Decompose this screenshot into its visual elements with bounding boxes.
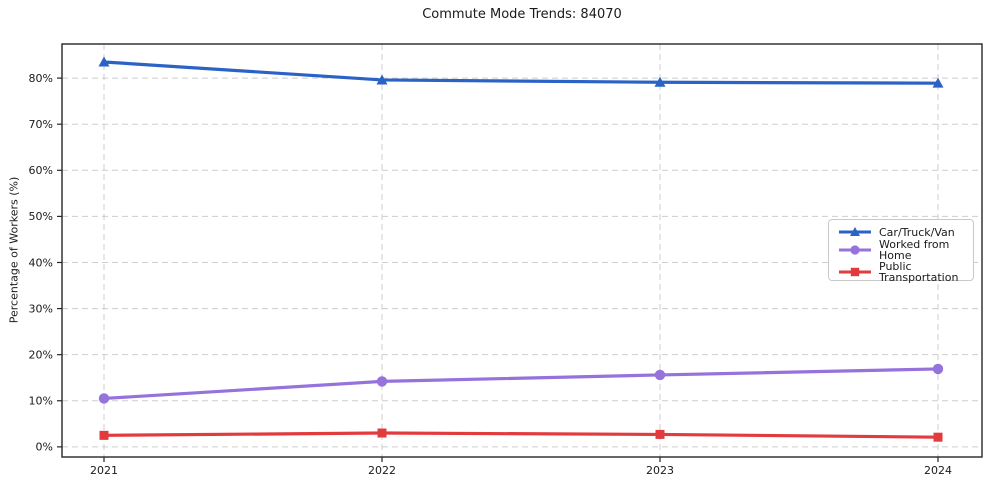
data-point-marker <box>932 363 944 375</box>
x-tick-label: 2024 <box>924 464 952 477</box>
y-tick-label: 70% <box>29 118 53 131</box>
y-tick-label: 0% <box>36 441 53 454</box>
legend-marker-square-icon <box>839 267 871 277</box>
data-point-marker <box>99 430 109 440</box>
x-tick-label: 2023 <box>646 464 674 477</box>
legend-item-worked-from-home: Worked from Home <box>838 239 964 261</box>
legend-label: Worked from Home <box>879 238 950 262</box>
data-point-marker <box>654 76 666 87</box>
series-line-worked-from-home <box>102 367 940 401</box>
x-tick-label: 2021 <box>90 464 118 477</box>
y-tick-label: 40% <box>29 256 53 269</box>
legend-item-car-truck-van: Car/Truck/Van <box>838 225 964 239</box>
data-point-marker <box>377 428 387 438</box>
y-tick-label: 60% <box>29 164 53 177</box>
y-tick-label: 10% <box>29 395 53 408</box>
y-tick-label: 20% <box>29 348 53 361</box>
legend-marker-shape <box>850 245 860 255</box>
data-point-marker <box>376 376 388 387</box>
legend-label: Public Transportation <box>879 260 959 284</box>
legend-marker-shape <box>850 267 860 277</box>
legend-label: Car/Truck/Van <box>879 225 955 239</box>
data-point-marker <box>655 429 665 439</box>
legend-marker-circle-icon <box>839 245 871 255</box>
x-tick-label: 2022 <box>368 464 396 477</box>
legend-marker-shape <box>850 227 860 236</box>
data-point-marker <box>654 369 666 381</box>
plot-frame <box>61 43 983 458</box>
chart-title: Commute Mode Trends: 84070 <box>422 7 622 22</box>
y-tick-label: 30% <box>29 302 53 315</box>
legend-item-public-transportation: Public Transportation <box>838 261 964 283</box>
data-point-marker <box>932 77 944 88</box>
legend-marker-triangle-icon <box>839 227 871 236</box>
series-line-car-truck-van <box>102 60 940 85</box>
legend: Car/Truck/Van Worked from Home Public Tran… <box>828 219 974 283</box>
data-point-marker <box>376 74 388 85</box>
y-tick-label: 50% <box>29 210 53 223</box>
data-point-marker <box>98 393 110 404</box>
y-tick-label: 80% <box>29 72 53 85</box>
data-point-marker <box>933 432 943 442</box>
data-point-marker <box>98 56 110 67</box>
series-line-public-transportation <box>102 431 940 439</box>
